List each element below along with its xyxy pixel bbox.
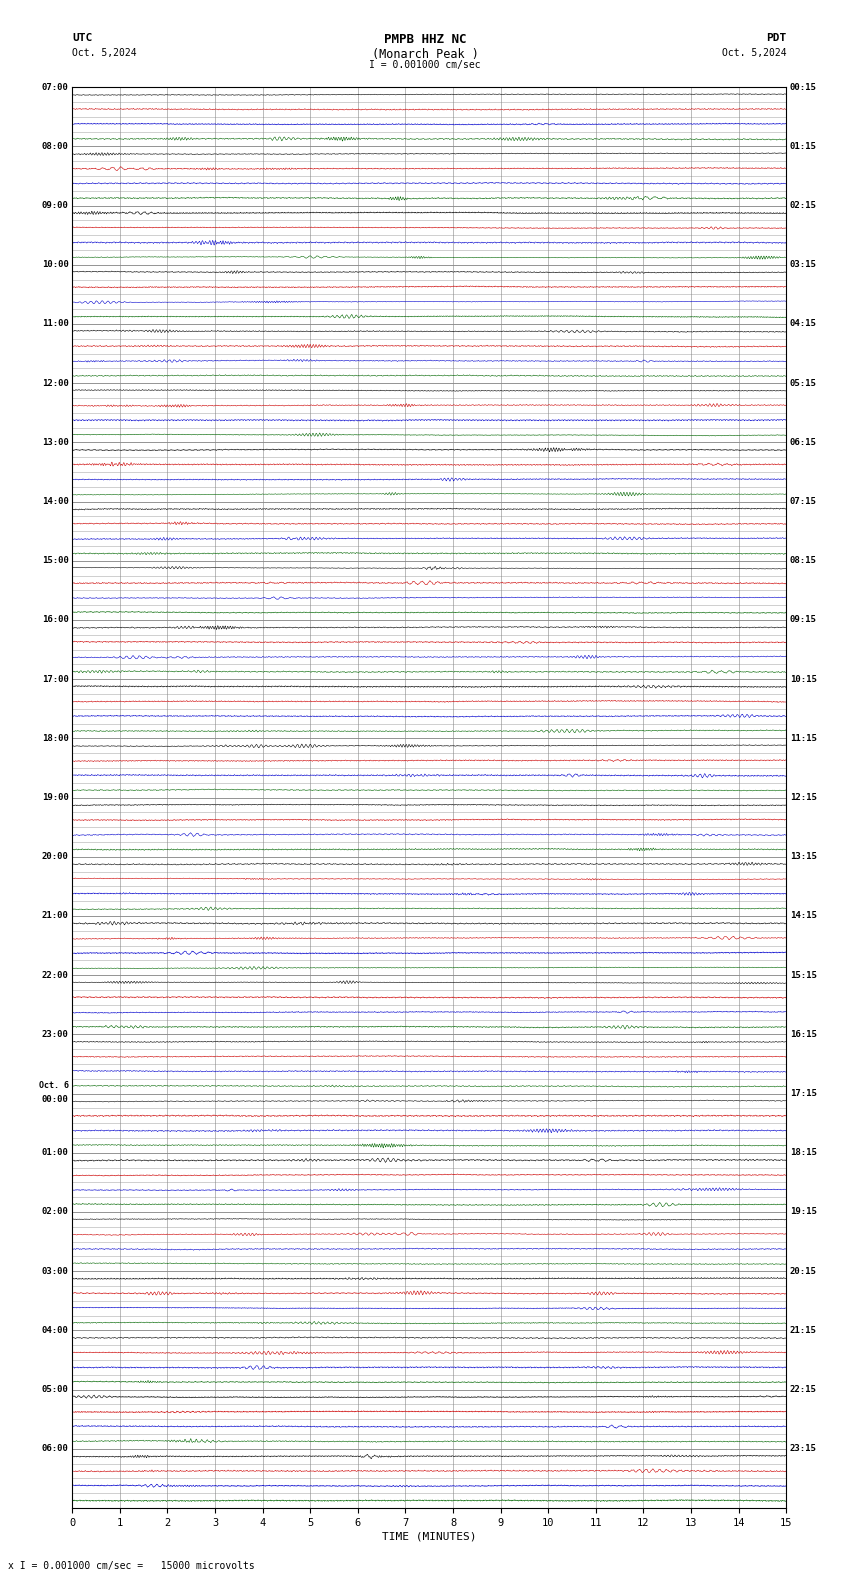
Text: 15:00: 15:00 [42,556,69,565]
Text: 09:00: 09:00 [42,201,69,211]
Text: 11:15: 11:15 [790,733,817,743]
Text: 11:00: 11:00 [42,320,69,328]
Text: 22:15: 22:15 [790,1384,817,1394]
Text: 19:00: 19:00 [42,794,69,802]
Text: 14:15: 14:15 [790,911,817,920]
Text: 03:00: 03:00 [42,1267,69,1275]
Text: 13:00: 13:00 [42,437,69,447]
Text: 08:15: 08:15 [790,556,817,565]
Text: 14:00: 14:00 [42,497,69,505]
Text: 23:15: 23:15 [790,1445,817,1453]
Text: 16:00: 16:00 [42,616,69,624]
Text: I = 0.001000 cm/sec: I = 0.001000 cm/sec [369,60,481,70]
Text: PDT: PDT [766,33,786,43]
Text: 06:00: 06:00 [42,1445,69,1453]
Text: 05:15: 05:15 [790,379,817,388]
Text: Oct. 5,2024: Oct. 5,2024 [722,48,786,57]
Text: 10:15: 10:15 [790,675,817,684]
Text: 00:15: 00:15 [790,82,817,92]
Text: 20:15: 20:15 [790,1267,817,1275]
Text: 05:00: 05:00 [42,1384,69,1394]
Text: 17:00: 17:00 [42,675,69,684]
Text: 01:00: 01:00 [42,1148,69,1158]
Text: 19:15: 19:15 [790,1207,817,1217]
Text: 04:15: 04:15 [790,320,817,328]
Text: 21:15: 21:15 [790,1326,817,1335]
Text: 07:15: 07:15 [790,497,817,505]
Text: 02:00: 02:00 [42,1207,69,1217]
Text: 02:15: 02:15 [790,201,817,211]
Text: 20:00: 20:00 [42,852,69,862]
Text: 23:00: 23:00 [42,1030,69,1039]
Text: 00:00: 00:00 [42,1095,69,1104]
Text: x I = 0.001000 cm/sec =   15000 microvolts: x I = 0.001000 cm/sec = 15000 microvolts [8,1562,255,1571]
Text: PMPB HHZ NC: PMPB HHZ NC [383,33,467,46]
Text: 01:15: 01:15 [790,143,817,150]
Text: 15:15: 15:15 [790,971,817,979]
Text: Oct. 6: Oct. 6 [39,1082,69,1090]
Text: 18:15: 18:15 [790,1148,817,1158]
Text: 10:00: 10:00 [42,260,69,269]
Text: 21:00: 21:00 [42,911,69,920]
Text: 16:15: 16:15 [790,1030,817,1039]
Text: 22:00: 22:00 [42,971,69,979]
X-axis label: TIME (MINUTES): TIME (MINUTES) [382,1532,477,1541]
Text: UTC: UTC [72,33,93,43]
Text: Oct. 5,2024: Oct. 5,2024 [72,48,137,57]
Text: (Monarch Peak ): (Monarch Peak ) [371,48,479,60]
Text: 13:15: 13:15 [790,852,817,862]
Text: 08:00: 08:00 [42,143,69,150]
Text: 04:00: 04:00 [42,1326,69,1335]
Text: 17:15: 17:15 [790,1090,817,1098]
Text: 18:00: 18:00 [42,733,69,743]
Text: 06:15: 06:15 [790,437,817,447]
Text: 12:15: 12:15 [790,794,817,802]
Text: 12:00: 12:00 [42,379,69,388]
Text: 03:15: 03:15 [790,260,817,269]
Text: 07:00: 07:00 [42,82,69,92]
Text: 09:15: 09:15 [790,616,817,624]
